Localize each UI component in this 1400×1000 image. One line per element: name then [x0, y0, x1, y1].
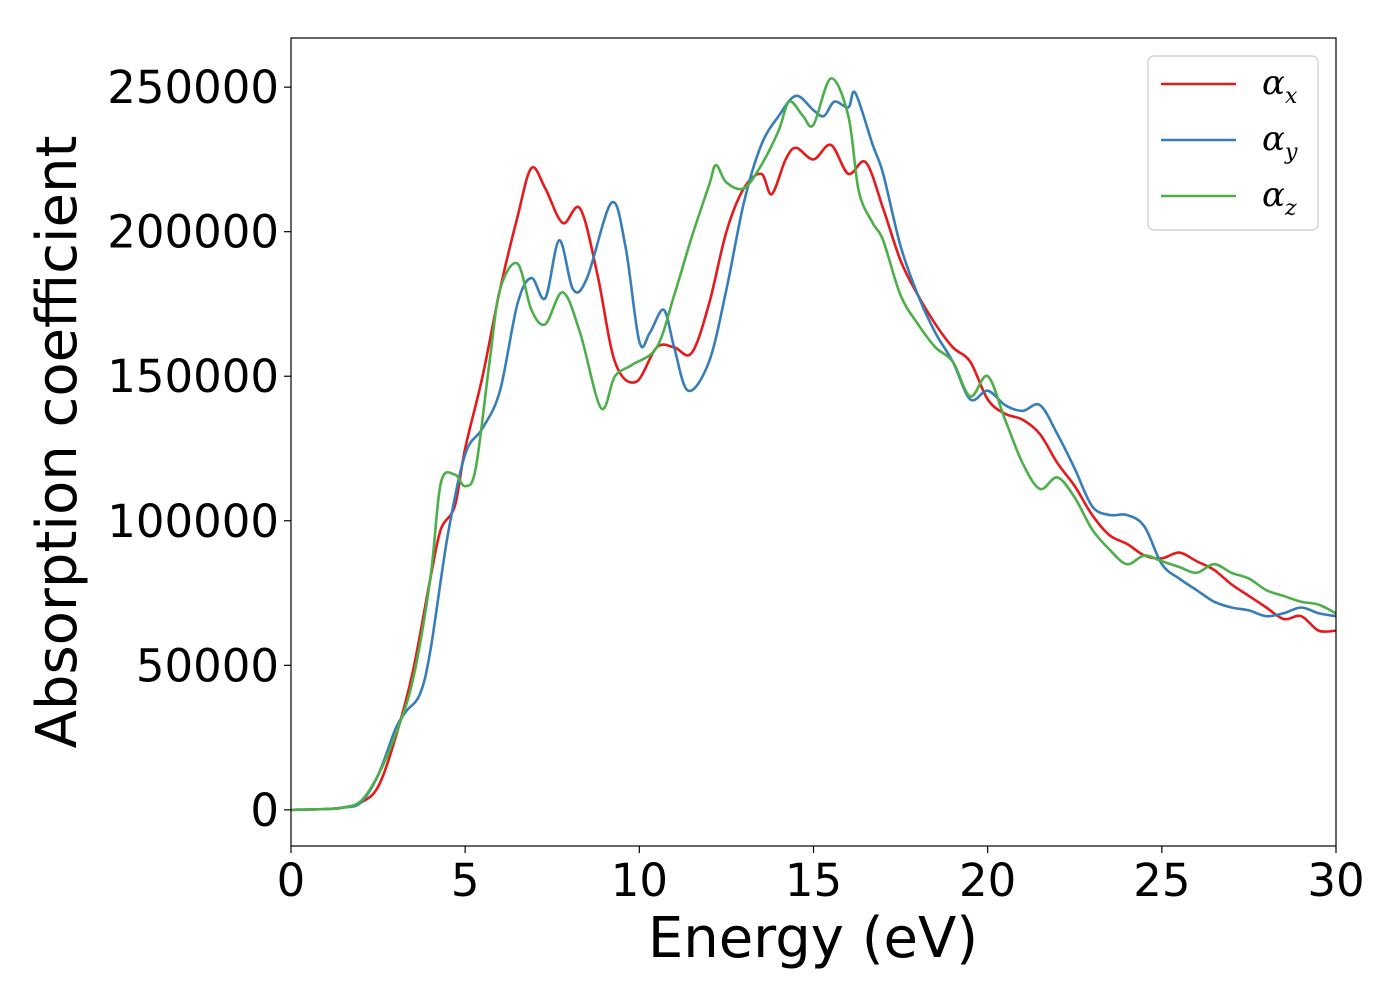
x-axis: 0 5 10 15 20 25 30	[277, 846, 1365, 907]
series-layer	[291, 77, 1336, 812]
y-tick-label: 150000	[107, 350, 279, 403]
legend-label-alpha-z: αz	[1262, 175, 1297, 221]
y-tick-label: 0	[250, 784, 279, 837]
y-tick-label: 50000	[136, 639, 279, 692]
x-tick-label: 10	[611, 854, 668, 907]
series-line-alpha-y	[291, 90, 1336, 812]
legend-label-alpha-y: αy	[1262, 119, 1298, 165]
series-line-alpha-z	[291, 77, 1336, 812]
x-axis-label: Energy (eV)	[648, 906, 978, 971]
y-tick-label: 100000	[107, 495, 279, 548]
x-tick-label: 20	[959, 854, 1016, 907]
series-line-alpha-x	[291, 143, 1336, 812]
y-tick-label: 250000	[107, 61, 279, 114]
x-tick-label: 5	[451, 854, 480, 907]
y-axis-label: Absorption coefficient	[25, 136, 90, 749]
x-tick-label: 30	[1307, 854, 1364, 907]
legend: αx αy αz	[1147, 55, 1319, 231]
x-tick-label: 0	[277, 854, 306, 907]
x-tick-label: 15	[785, 854, 842, 907]
y-tick-label: 200000	[107, 206, 279, 259]
y-axis: 0 50000 100000 150000 200000 250000	[107, 61, 291, 837]
legend-label-alpha-x: αx	[1262, 63, 1298, 109]
legend-box	[1147, 55, 1319, 231]
x-tick-label: 25	[1133, 854, 1190, 907]
